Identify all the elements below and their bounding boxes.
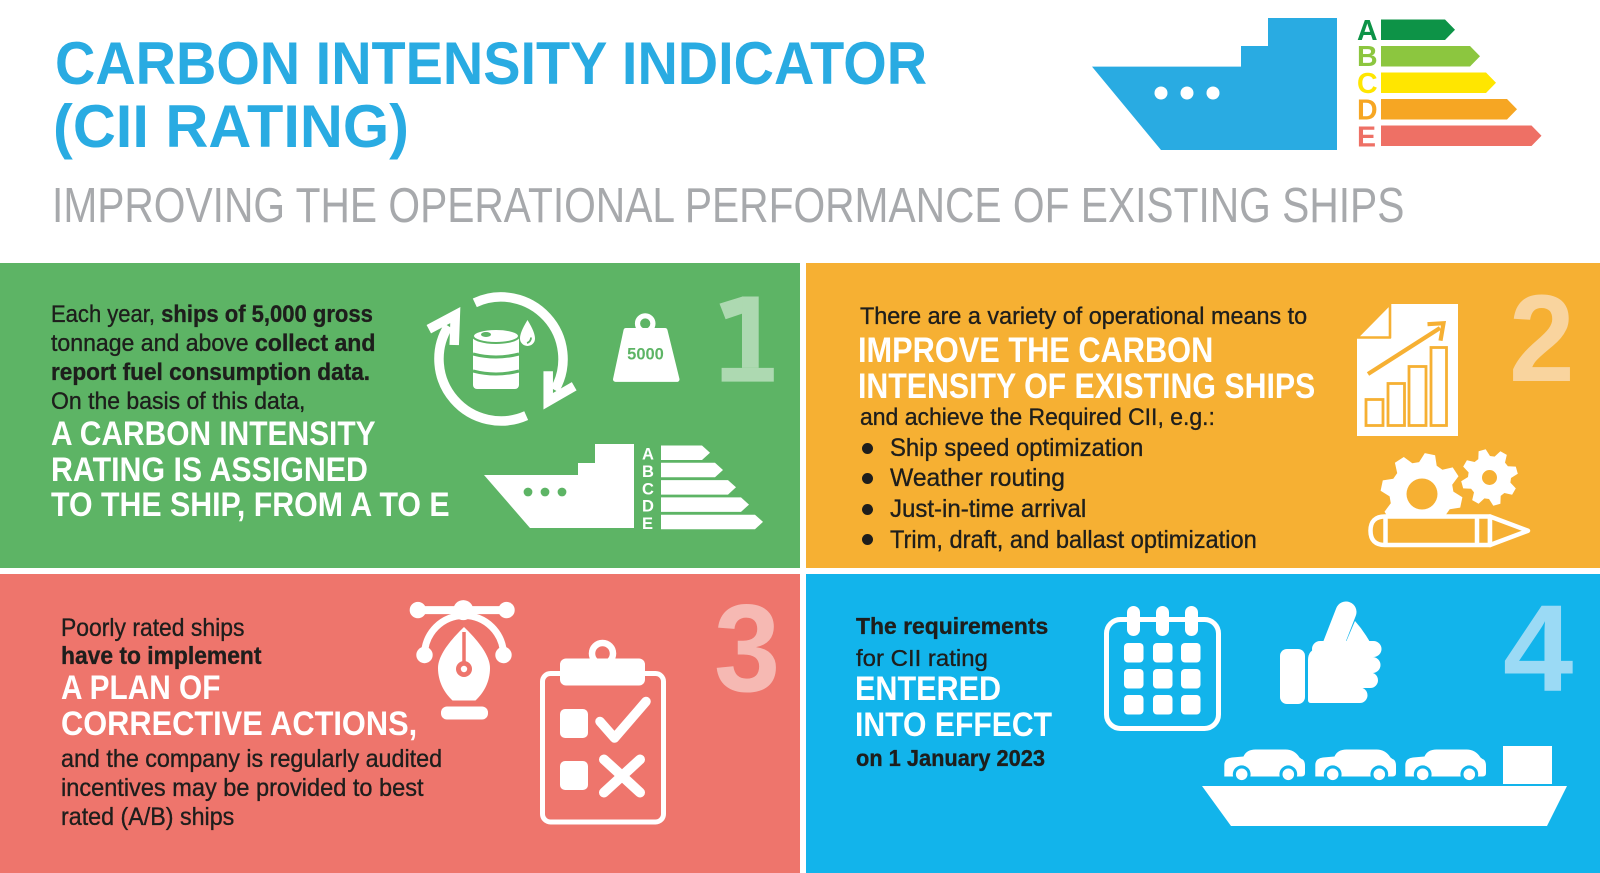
svg-text:A: A: [642, 446, 654, 464]
svg-text:D: D: [1357, 94, 1378, 126]
svg-text:E: E: [642, 515, 653, 533]
svg-text:5000: 5000: [627, 345, 664, 363]
svg-text:D: D: [642, 498, 654, 516]
svg-text:B: B: [642, 463, 654, 481]
svg-text:C: C: [1357, 68, 1378, 100]
svg-text:E: E: [1357, 121, 1376, 153]
svg-text:B: B: [1357, 41, 1378, 73]
svg-text:C: C: [642, 481, 654, 499]
svg-text:A: A: [1357, 15, 1378, 47]
